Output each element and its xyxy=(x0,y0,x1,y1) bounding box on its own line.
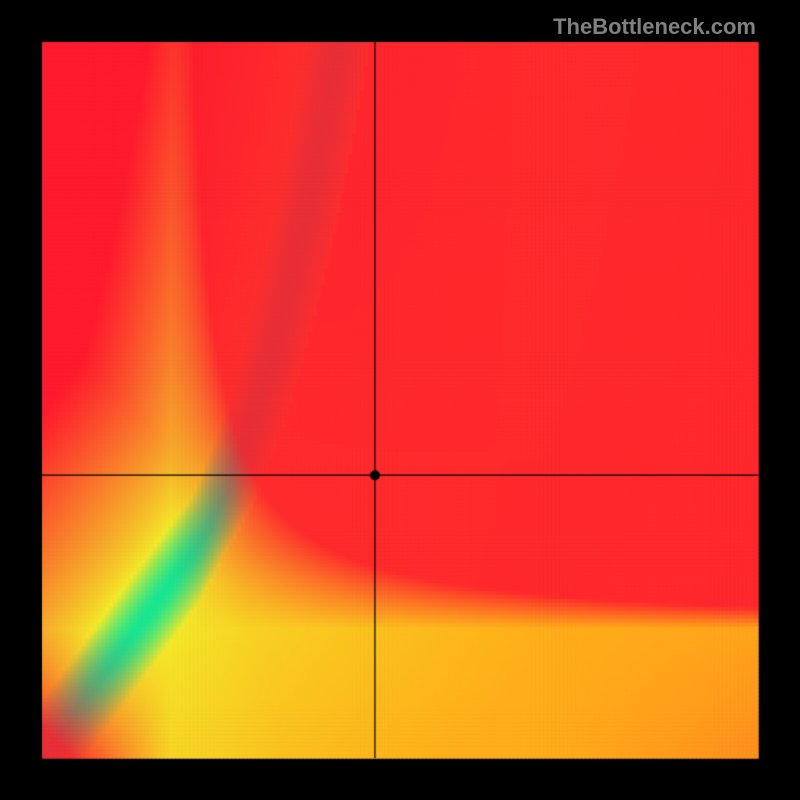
attribution-text: TheBottleneck.com xyxy=(553,14,756,40)
bottleneck-heatmap-canvas xyxy=(0,0,800,800)
chart-container: TheBottleneck.com xyxy=(0,0,800,800)
